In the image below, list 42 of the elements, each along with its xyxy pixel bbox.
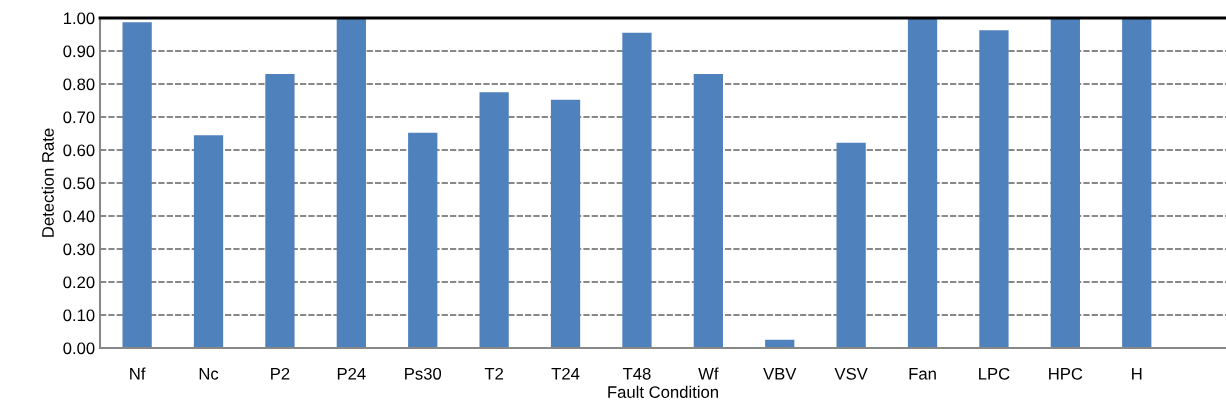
- y-tick-label: 0.40: [63, 210, 95, 223]
- bar: [550, 99, 581, 348]
- bar: [622, 32, 652, 348]
- x-tick-label: T48: [622, 367, 651, 380]
- bar: [1122, 18, 1152, 348]
- x-tick-label: T24: [551, 367, 580, 380]
- bar: [265, 74, 295, 348]
- x-tick-label: VSV: [834, 367, 868, 380]
- y-tick-label: 0.00: [63, 342, 95, 355]
- y-tick-label: 0.70: [63, 111, 95, 124]
- x-tick-label: P24: [337, 367, 366, 380]
- y-tick-label: 0.80: [63, 78, 95, 91]
- bar: [836, 142, 866, 348]
- y-tick-label: 0.90: [63, 45, 95, 58]
- x-tick-label: Ps30: [405, 367, 442, 380]
- x-tick-label: P2: [271, 367, 290, 380]
- x-tick-label: Nc: [199, 368, 219, 380]
- x-tick-label: HPC: [1049, 367, 1083, 380]
- x-tick-label: Fan: [909, 368, 936, 380]
- x-tick-label: LPC: [979, 367, 1010, 380]
- x-tick-label: Nf: [130, 367, 146, 380]
- bar: [122, 22, 152, 348]
- y-tick-label: 0.50: [63, 177, 95, 190]
- bar: [479, 92, 509, 348]
- bar: [693, 74, 723, 348]
- y-tick-label: 1.00: [63, 12, 95, 25]
- x-tick-label: H: [1132, 368, 1142, 380]
- bar: [1050, 18, 1080, 348]
- bar: [408, 132, 438, 348]
- x-tick-label: VBV: [763, 368, 797, 380]
- x-tick-label: T2: [484, 367, 504, 380]
- x-tick-label: Wf: [698, 367, 719, 380]
- y-axis-title: Detection Rate: [41, 128, 54, 237]
- bar: [979, 30, 1009, 348]
- y-tick-label: 0.60: [63, 144, 95, 157]
- y-tick-label: 0.10: [63, 309, 95, 322]
- y-tick-label: 0.20: [63, 276, 95, 289]
- bar: [193, 135, 224, 348]
- bar: [907, 18, 938, 348]
- y-tick-label: 0.30: [63, 243, 95, 256]
- x-axis-title: Fault Condition: [608, 385, 718, 398]
- bar: [336, 18, 366, 348]
